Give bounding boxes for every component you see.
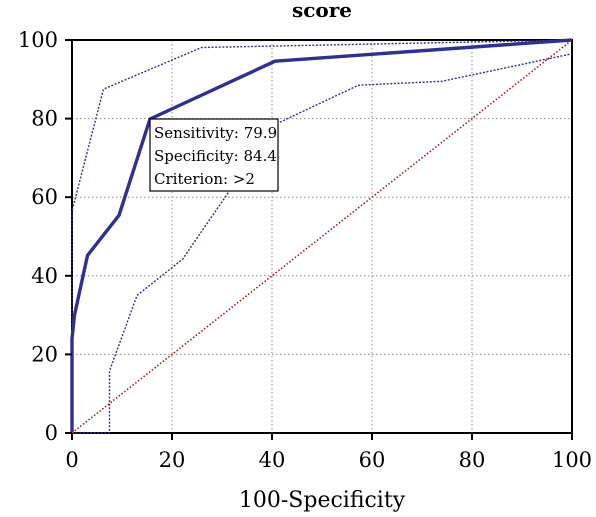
series-ci-upper	[71, 39, 573, 433]
x-axis-title: 100-Specificity	[239, 488, 406, 513]
annotation-specificity: Specificity: 84.4	[154, 147, 277, 165]
annotation-sensitivity: Sensitivity: 79.9	[154, 124, 277, 142]
annotation-criterion: Criterion: >2	[154, 170, 255, 188]
series-ci-lower	[72, 53, 573, 434]
ticks: 0 20 40 60 80 100 0 20 40 60 80 100	[18, 28, 592, 472]
x-tick-label-80: 80	[459, 448, 486, 472]
series-reference	[71, 39, 573, 434]
grid-lines	[72, 40, 572, 433]
x-tick-label-100: 100	[552, 448, 592, 472]
y-tick-label-80: 80	[31, 107, 58, 131]
x-tick-label-20: 20	[159, 448, 186, 472]
y-tick-label-100: 100	[18, 28, 58, 52]
x-tick-label-0: 0	[65, 448, 78, 472]
y-tick-label-60: 60	[31, 185, 58, 209]
y-tick-label-40: 40	[31, 264, 58, 288]
y-tick-label-20: 20	[31, 342, 58, 366]
y-tick-label-0: 0	[45, 421, 58, 445]
plot-frame	[71, 39, 573, 434]
annotation-box	[149, 118, 279, 192]
x-tick-label-40: 40	[259, 448, 286, 472]
criterion-annotation: Sensitivity: 79.9 Specificity: 84.4 Crit…	[149, 118, 279, 192]
x-tick-label-60: 60	[359, 448, 386, 472]
series-lines	[70, 38, 573, 434]
chart-title: score	[292, 0, 352, 22]
